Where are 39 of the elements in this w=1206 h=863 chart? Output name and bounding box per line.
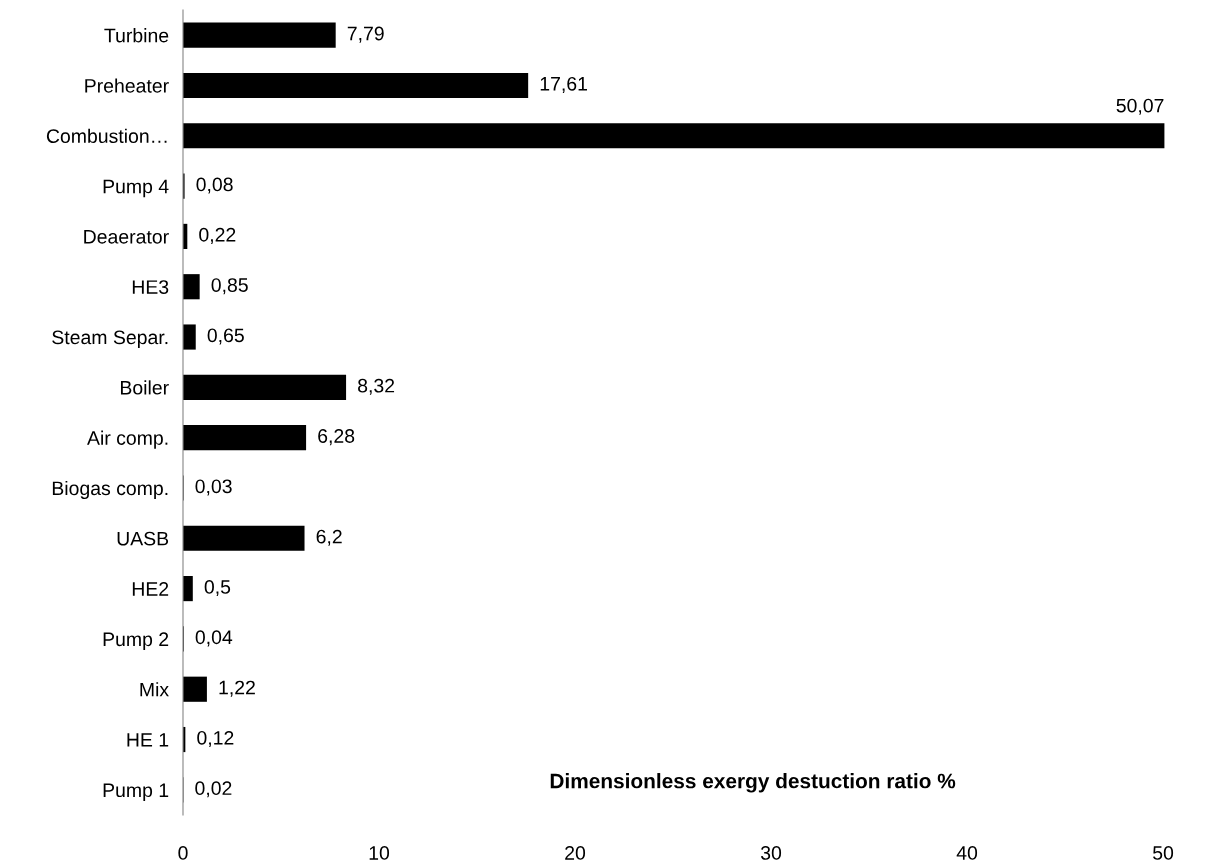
y-tick-label: UASB: [117, 531, 169, 546]
y-tick-label: Preheater: [85, 78, 169, 93]
x-tick-label: 40: [956, 846, 978, 860]
data-label: 50,07: [1116, 98, 1164, 115]
y-tick-label: Boiler: [121, 380, 169, 395]
data-label: 0,5: [204, 580, 231, 597]
y-tick-label: HE 1: [127, 733, 169, 747]
y-tick-label: Turbine: [104, 28, 169, 43]
data-label: 0,85: [211, 278, 248, 295]
y-tick-label: Air comp.: [87, 430, 168, 449]
data-label: 17,61: [540, 76, 587, 93]
y-tick-label: Deaerator: [84, 230, 169, 244]
data-label: 0,08: [196, 177, 233, 194]
y-tick-label: Pump 4: [103, 179, 169, 198]
y-tick-label: Biogas comp.: [52, 480, 168, 500]
y-tick-label: Pump 1: [103, 783, 169, 801]
data-label: 0,22: [199, 227, 236, 244]
y-tick-label: Mix: [140, 682, 169, 697]
x-tick-label: 30: [760, 846, 782, 860]
text: Dimensionless exergy destuction ratio %: [550, 773, 956, 793]
data-label: 8,32: [358, 378, 395, 395]
x-tick-label: 10: [369, 846, 390, 860]
y-tick-label: Pump 2: [103, 632, 169, 650]
x-tick-label: 20: [565, 846, 586, 860]
y-tick-label: Steam Separ.: [52, 330, 168, 349]
y-tick-label: HE2: [132, 582, 169, 596]
data-label: 0,04: [195, 630, 233, 647]
data-label: 0,65: [207, 328, 244, 345]
data-label: 0,03: [195, 479, 232, 496]
x-tick-label: 50: [1153, 846, 1174, 860]
data-label: 6,2: [316, 529, 342, 546]
x-tick-label: 0: [178, 846, 188, 860]
data-label: 0,02: [195, 781, 232, 798]
data-label: 7,79: [347, 26, 384, 43]
y-tick-label: HE3: [132, 280, 169, 294]
data-label: 1,22: [219, 680, 255, 697]
y-tick-label: Combustion…: [46, 128, 167, 144]
data-label: 6,28: [318, 429, 355, 446]
data-label: 0,12: [197, 730, 234, 748]
